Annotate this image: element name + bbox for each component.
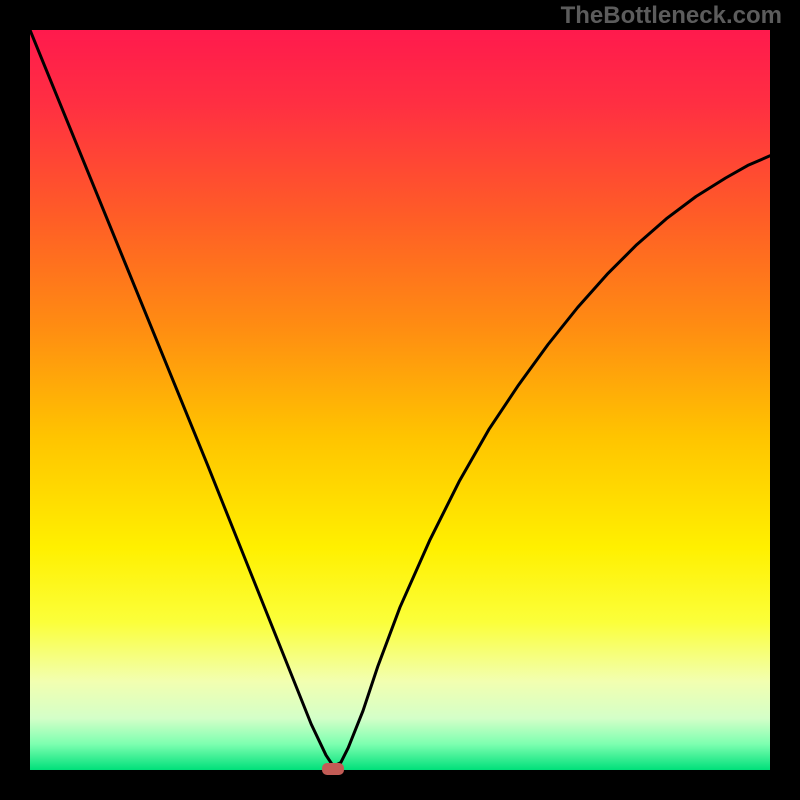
watermark-text: TheBottleneck.com bbox=[561, 2, 782, 30]
chart-frame: TheBottleneck.com bbox=[0, 0, 800, 800]
bottleneck-curve bbox=[30, 30, 770, 770]
minimum-marker bbox=[322, 763, 344, 775]
plot-area bbox=[30, 30, 770, 770]
